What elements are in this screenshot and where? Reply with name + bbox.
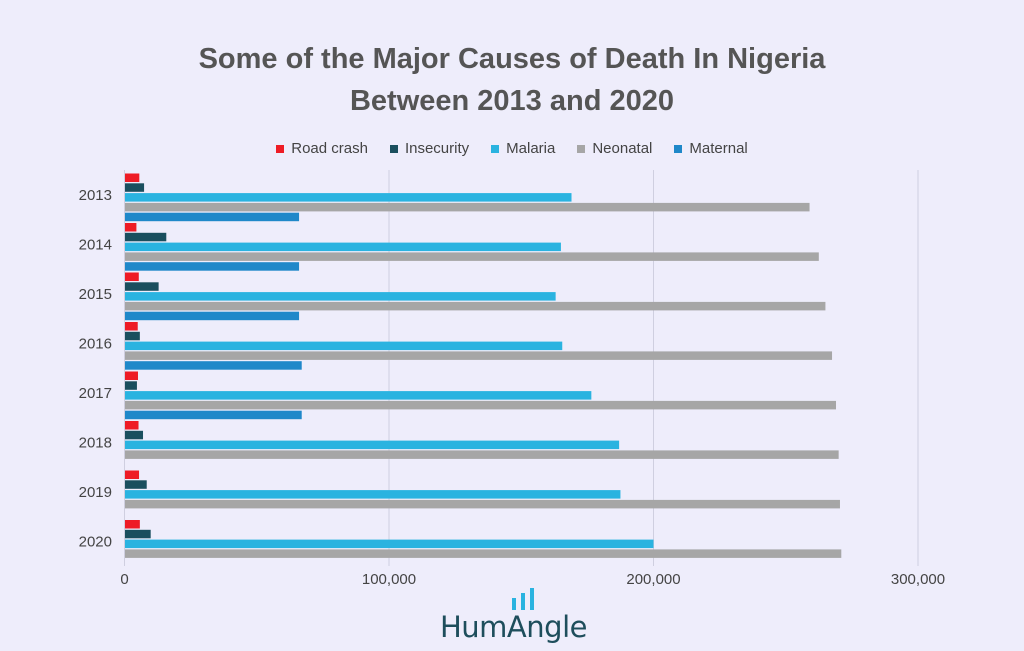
bar-maternal-2014 [124,262,300,271]
bar-maternal-2016 [124,361,302,370]
bar-neonatal-2016 [124,351,833,360]
legend-swatch [577,144,586,153]
y-tick-label: 2015 [79,286,112,303]
y-tick-label: 2014 [79,236,112,253]
chart-plot-area: 0 100,000 200,000 300,000 2013 2014 2015 2016 20… [79,170,945,588]
bar-malaria-2017 [124,391,592,400]
y-tick-label: 2020 [79,533,112,550]
chart-title-line-2: Between 2013 and 2020 [349,85,674,117]
legend-swatch [674,144,683,153]
chart-title: Some of the Major Causes of Death In Nig… [0,38,1024,122]
bar-maternal-2017 [124,410,302,420]
legend-item-maternal: Maternal [674,140,748,157]
logo-text: HumAngle [440,610,587,644]
y-tick-label: 2013 [79,187,112,204]
bar-road-crash-2013 [124,173,140,182]
bar-road-crash-2016 [124,322,138,331]
y-tick-label: 2017 [79,385,112,402]
x-tick-label: 100,000 [362,571,416,588]
bar-neonatal-2018 [124,450,839,459]
bar-malaria-2014 [124,242,561,252]
bar-road-crash-2018 [124,421,139,430]
bar-insecurity-2015 [124,282,159,291]
bar-maternal-2013 [124,212,300,222]
bar-insecurity-2018 [124,430,144,440]
bar-malaria-2018 [124,440,620,450]
legend-swatch [389,144,398,153]
bar-neonatal-2017 [124,400,837,410]
chart-legend: Road crash Insecurity Malaria Neonatal Mater… [0,140,1024,157]
legend-item-neonatal: Neonatal [577,140,652,157]
bar-neonatal-2015 [124,301,826,311]
bar-neonatal-2020 [124,549,842,558]
y-tick-label: 2019 [79,484,112,501]
humangle-logo: HumAngle [440,588,600,644]
bar-maternal-2015 [124,311,300,321]
legend-label: Neonatal [592,140,653,157]
legend-item-road-crash: Road crash [276,140,368,157]
legend-label: Insecurity [404,140,470,157]
bar-neonatal-2019 [124,499,840,509]
legend-swatch [276,144,285,153]
y-tick-label: 2018 [79,434,112,451]
x-tick-label: 300,000 [891,571,945,588]
legend-item-insecurity: Insecurity [389,140,470,157]
bar-insecurity-2013 [124,183,145,192]
bar-road-crash-2014 [124,223,137,232]
x-tick-label: 200,000 [626,571,680,588]
bar-neonatal-2013 [124,202,810,212]
bar-road-crash-2020 [124,520,140,529]
signal-bars-icon [512,588,534,610]
legend-label: Malaria [506,140,556,157]
bar-insecurity-2016 [124,331,140,341]
bar-malaria-2016 [124,341,563,351]
x-tick-label: 0 [120,571,128,588]
bar-road-crash-2019 [124,470,140,479]
bar-insecurity-2014 [124,232,167,242]
bar-malaria-2015 [124,292,556,301]
bar-insecurity-2017 [124,381,137,390]
bar-insecurity-2020 [124,529,151,539]
y-tick-label: 2016 [79,335,112,352]
bar-malaria-2019 [124,490,621,499]
legend-swatch [491,144,500,153]
bar-malaria-2020 [124,539,654,549]
bar-malaria-2013 [124,193,572,202]
bar-neonatal-2014 [124,252,819,261]
bar-road-crash-2017 [124,371,138,380]
legend-label: Maternal [689,140,748,157]
legend-item-malaria: Malaria [491,140,555,157]
bar-road-crash-2015 [124,272,139,281]
chart-title-line-1: Some of the Major Causes of Death In Nig… [198,43,826,75]
bar-insecurity-2019 [124,480,147,489]
legend-label: Road crash [291,140,368,157]
